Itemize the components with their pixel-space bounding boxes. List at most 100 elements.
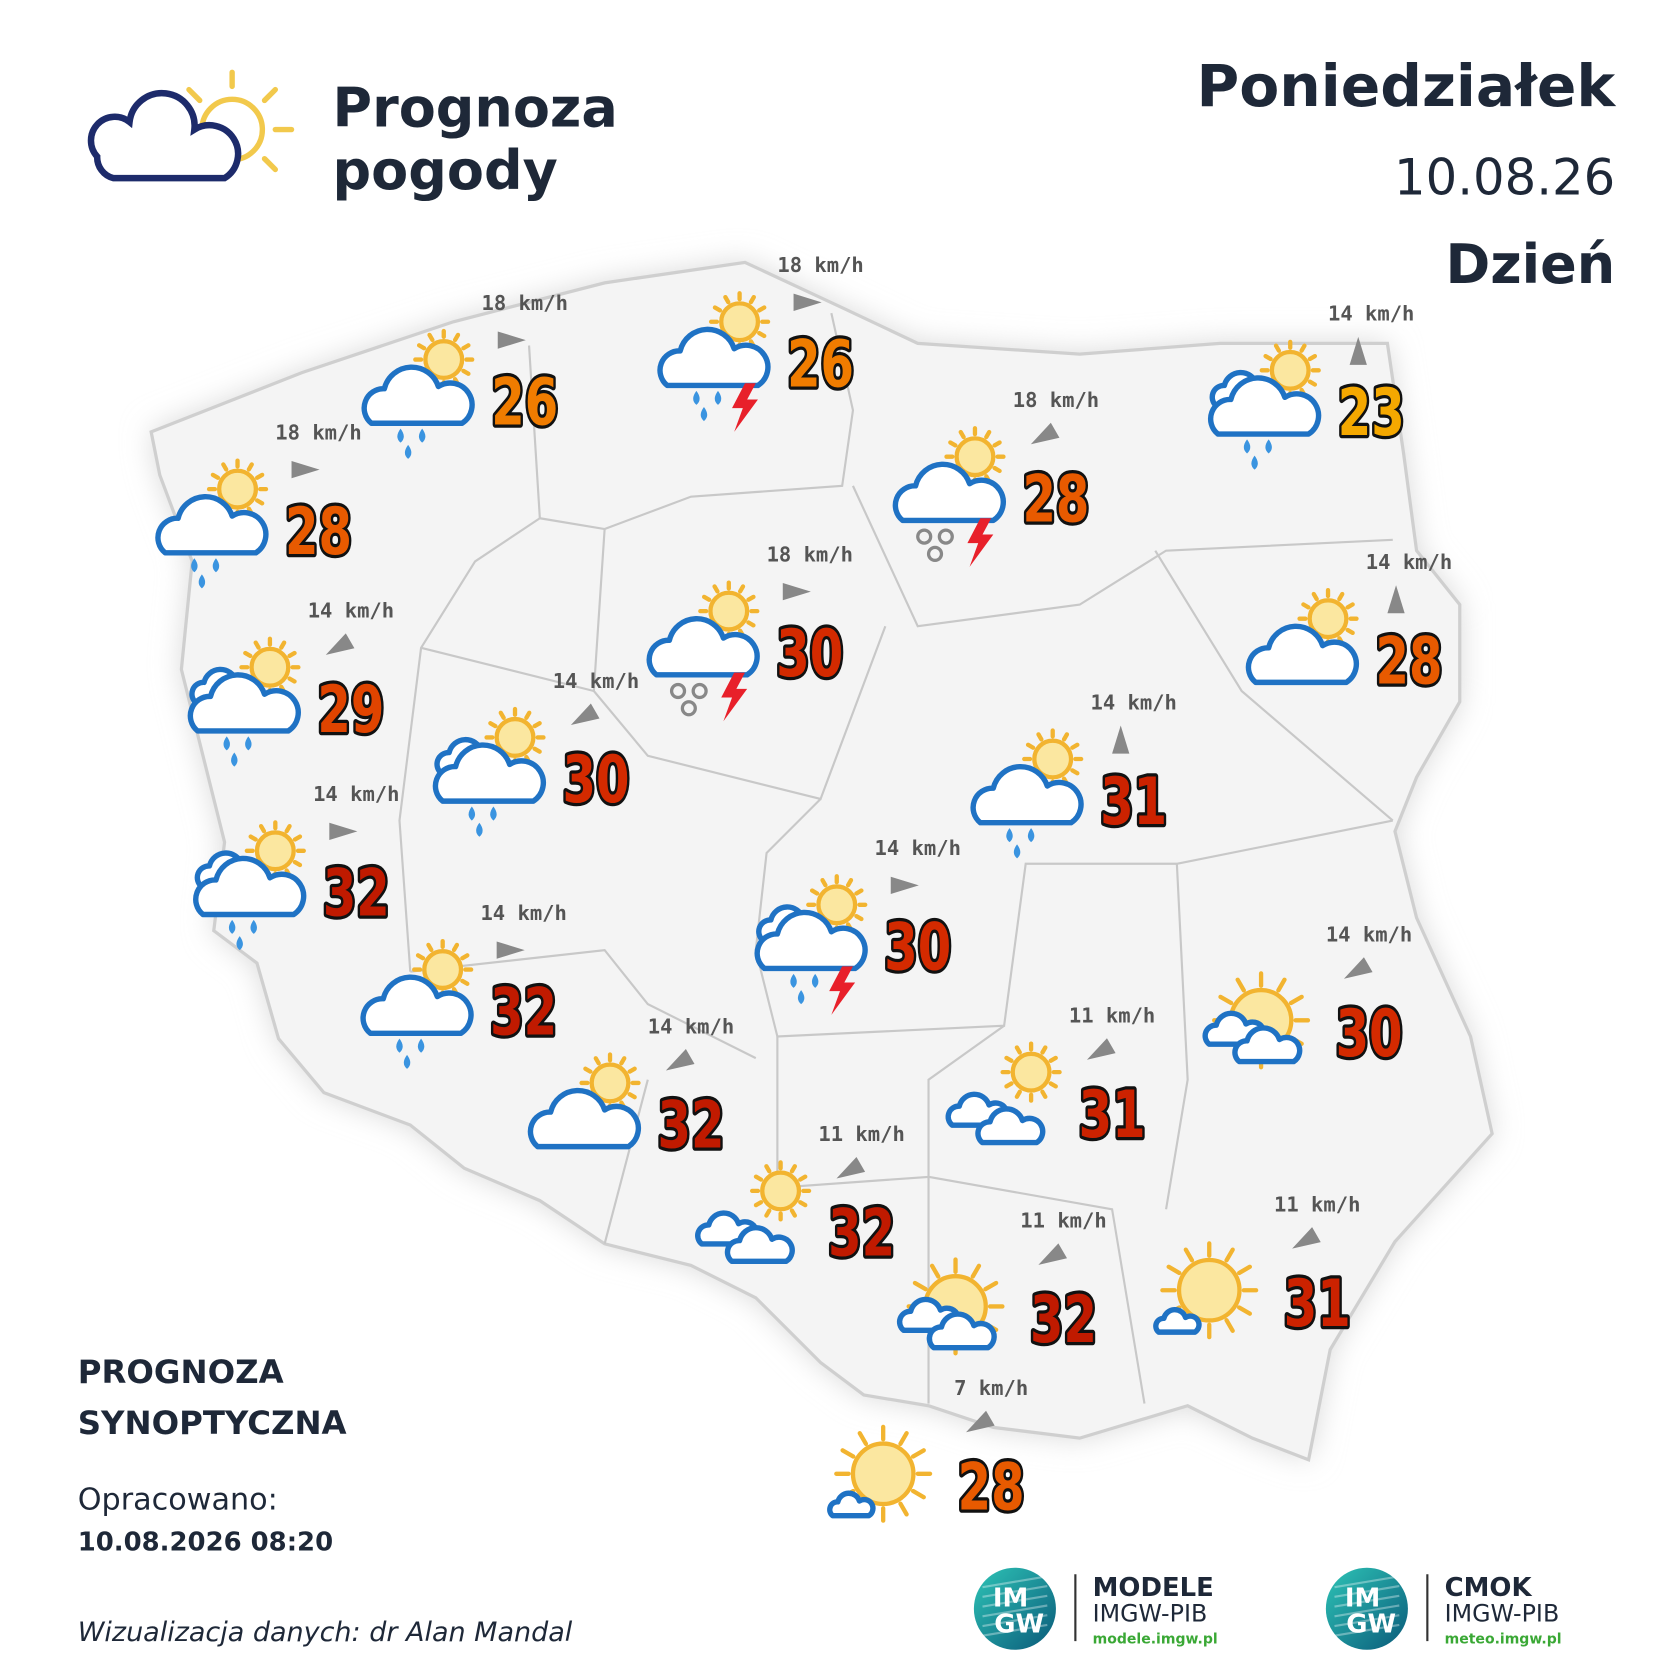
temperature: 28 (958, 1450, 1025, 1525)
wind-speed: 14 km/h (648, 1014, 734, 1038)
cloud (1207, 375, 1322, 437)
sun-disc (254, 830, 296, 872)
sun-ray (246, 462, 254, 472)
station: 11 km/h 32 (896, 1209, 1107, 1361)
sun-ray (292, 834, 303, 842)
wind-speed: 18 km/h (767, 542, 853, 566)
raindrop (790, 973, 797, 988)
cloud (724, 1224, 795, 1264)
sun-ray (1345, 602, 1355, 610)
wind-speed: 14 km/h (1366, 550, 1452, 574)
sun-ray (1311, 591, 1319, 602)
sun-ray (460, 978, 470, 986)
temperature: 30 (563, 743, 630, 818)
sun-ray (798, 1174, 808, 1182)
station: 18 km/h 28 (155, 420, 362, 589)
sun-ray (210, 472, 221, 480)
wind-arrow (966, 1410, 995, 1433)
station: 11 km/h 32 (695, 1122, 905, 1275)
sun-ray (1166, 1264, 1182, 1276)
sun-ray (243, 650, 253, 659)
cloud (432, 742, 547, 804)
sun-ray (279, 640, 287, 650)
logo-badge-text: GW (994, 1609, 1044, 1639)
sun-ray (798, 1200, 808, 1208)
sun-ray (1237, 1305, 1252, 1316)
wind-arrow (1112, 725, 1130, 754)
forecast-kind: SYNOPTYCZNA (78, 1404, 347, 1442)
logo-stripe (1334, 1585, 1400, 1598)
sun-disc (1032, 738, 1074, 780)
logo-stripe (1334, 1623, 1400, 1637)
sun-ray (253, 640, 261, 650)
logo-stripe (1334, 1594, 1400, 1608)
station: 14 km/h 29 (187, 599, 394, 767)
sun-ray (746, 620, 756, 628)
logo-stripe (982, 1614, 1048, 1628)
sun-ray (789, 1208, 798, 1218)
sun-ray (1263, 353, 1273, 362)
sun-disc (422, 949, 464, 991)
cloud (527, 1087, 642, 1150)
wind-speed: 18 km/h (777, 253, 863, 277)
raindrop (700, 407, 708, 422)
logos: IMGWMODELEIMGW-PIBmodele.imgw.plIMGWCMOK… (973, 1567, 1562, 1650)
wind-arrow (1086, 1038, 1116, 1060)
wind-speed: 14 km/h (480, 901, 566, 925)
sun-ray (845, 877, 854, 888)
lightning (721, 672, 748, 722)
sun-ray (1276, 977, 1287, 993)
sun-ray (452, 332, 461, 343)
wind-arrow (1343, 957, 1373, 979)
station: 18 km/h 26 (361, 291, 568, 459)
station: 14 km/h 32 (193, 782, 400, 951)
sun-disc (589, 1062, 631, 1104)
wind-arrow (782, 583, 811, 601)
sun-ray (1040, 1089, 1048, 1099)
sun-disc (954, 436, 996, 478)
sun-ray (958, 429, 966, 440)
sun-ray (416, 343, 427, 351)
wind-arrow (665, 1048, 695, 1071)
wind-speed: 18 km/h (1013, 388, 1099, 412)
sun-ray (753, 1200, 764, 1208)
sun-ray (910, 1488, 926, 1500)
sun-ray (854, 913, 864, 922)
sun-ray (1036, 732, 1044, 742)
sun-ray (1337, 591, 1345, 602)
raindrop (223, 736, 230, 751)
cloud (827, 1490, 876, 1519)
logo-stripe (1334, 1614, 1400, 1628)
sun-ray (426, 942, 434, 953)
sun-ray (1299, 343, 1307, 353)
wind-speed: 14 km/h (1090, 690, 1176, 714)
sun-ray (498, 710, 506, 720)
wind-speed: 18 km/h (482, 291, 568, 315)
sun-ray (1345, 627, 1355, 636)
period: Dzień (1445, 233, 1615, 296)
sun-ray (1014, 1089, 1022, 1099)
station: 14 km/h 31 (970, 690, 1177, 859)
sun-ray (627, 1092, 637, 1100)
sun-ray (221, 462, 229, 472)
sun-ray (948, 440, 958, 448)
sun-disc (708, 590, 750, 632)
lightning (732, 383, 758, 432)
temperature: 26 (491, 365, 558, 440)
sun (1000, 1041, 1062, 1103)
cloud (754, 909, 868, 972)
sun-ray (746, 594, 756, 602)
cloud (361, 364, 475, 426)
sun-disc (816, 884, 858, 926)
sun-ray (984, 429, 992, 440)
temperature: 28 (1022, 462, 1089, 537)
sun-ray (427, 332, 435, 343)
logo-badge (1325, 1567, 1408, 1650)
station: 11 km/h 31 (945, 1003, 1155, 1156)
sun-ray (983, 1280, 999, 1292)
temperature: 31 (1284, 1267, 1351, 1342)
temperature: 23 (1338, 376, 1405, 451)
sun-ray (898, 1431, 909, 1447)
